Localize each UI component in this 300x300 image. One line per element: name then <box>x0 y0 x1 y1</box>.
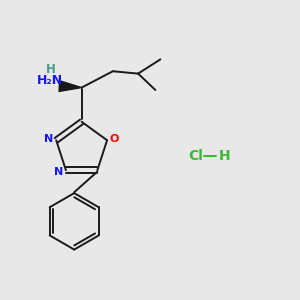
Text: H: H <box>46 63 56 76</box>
Polygon shape <box>59 81 82 92</box>
Text: N: N <box>54 167 63 177</box>
Text: Cl: Cl <box>189 149 203 163</box>
Text: H₂N: H₂N <box>38 74 64 87</box>
Text: N: N <box>44 134 53 144</box>
Text: O: O <box>110 134 119 144</box>
Text: H: H <box>218 149 230 163</box>
